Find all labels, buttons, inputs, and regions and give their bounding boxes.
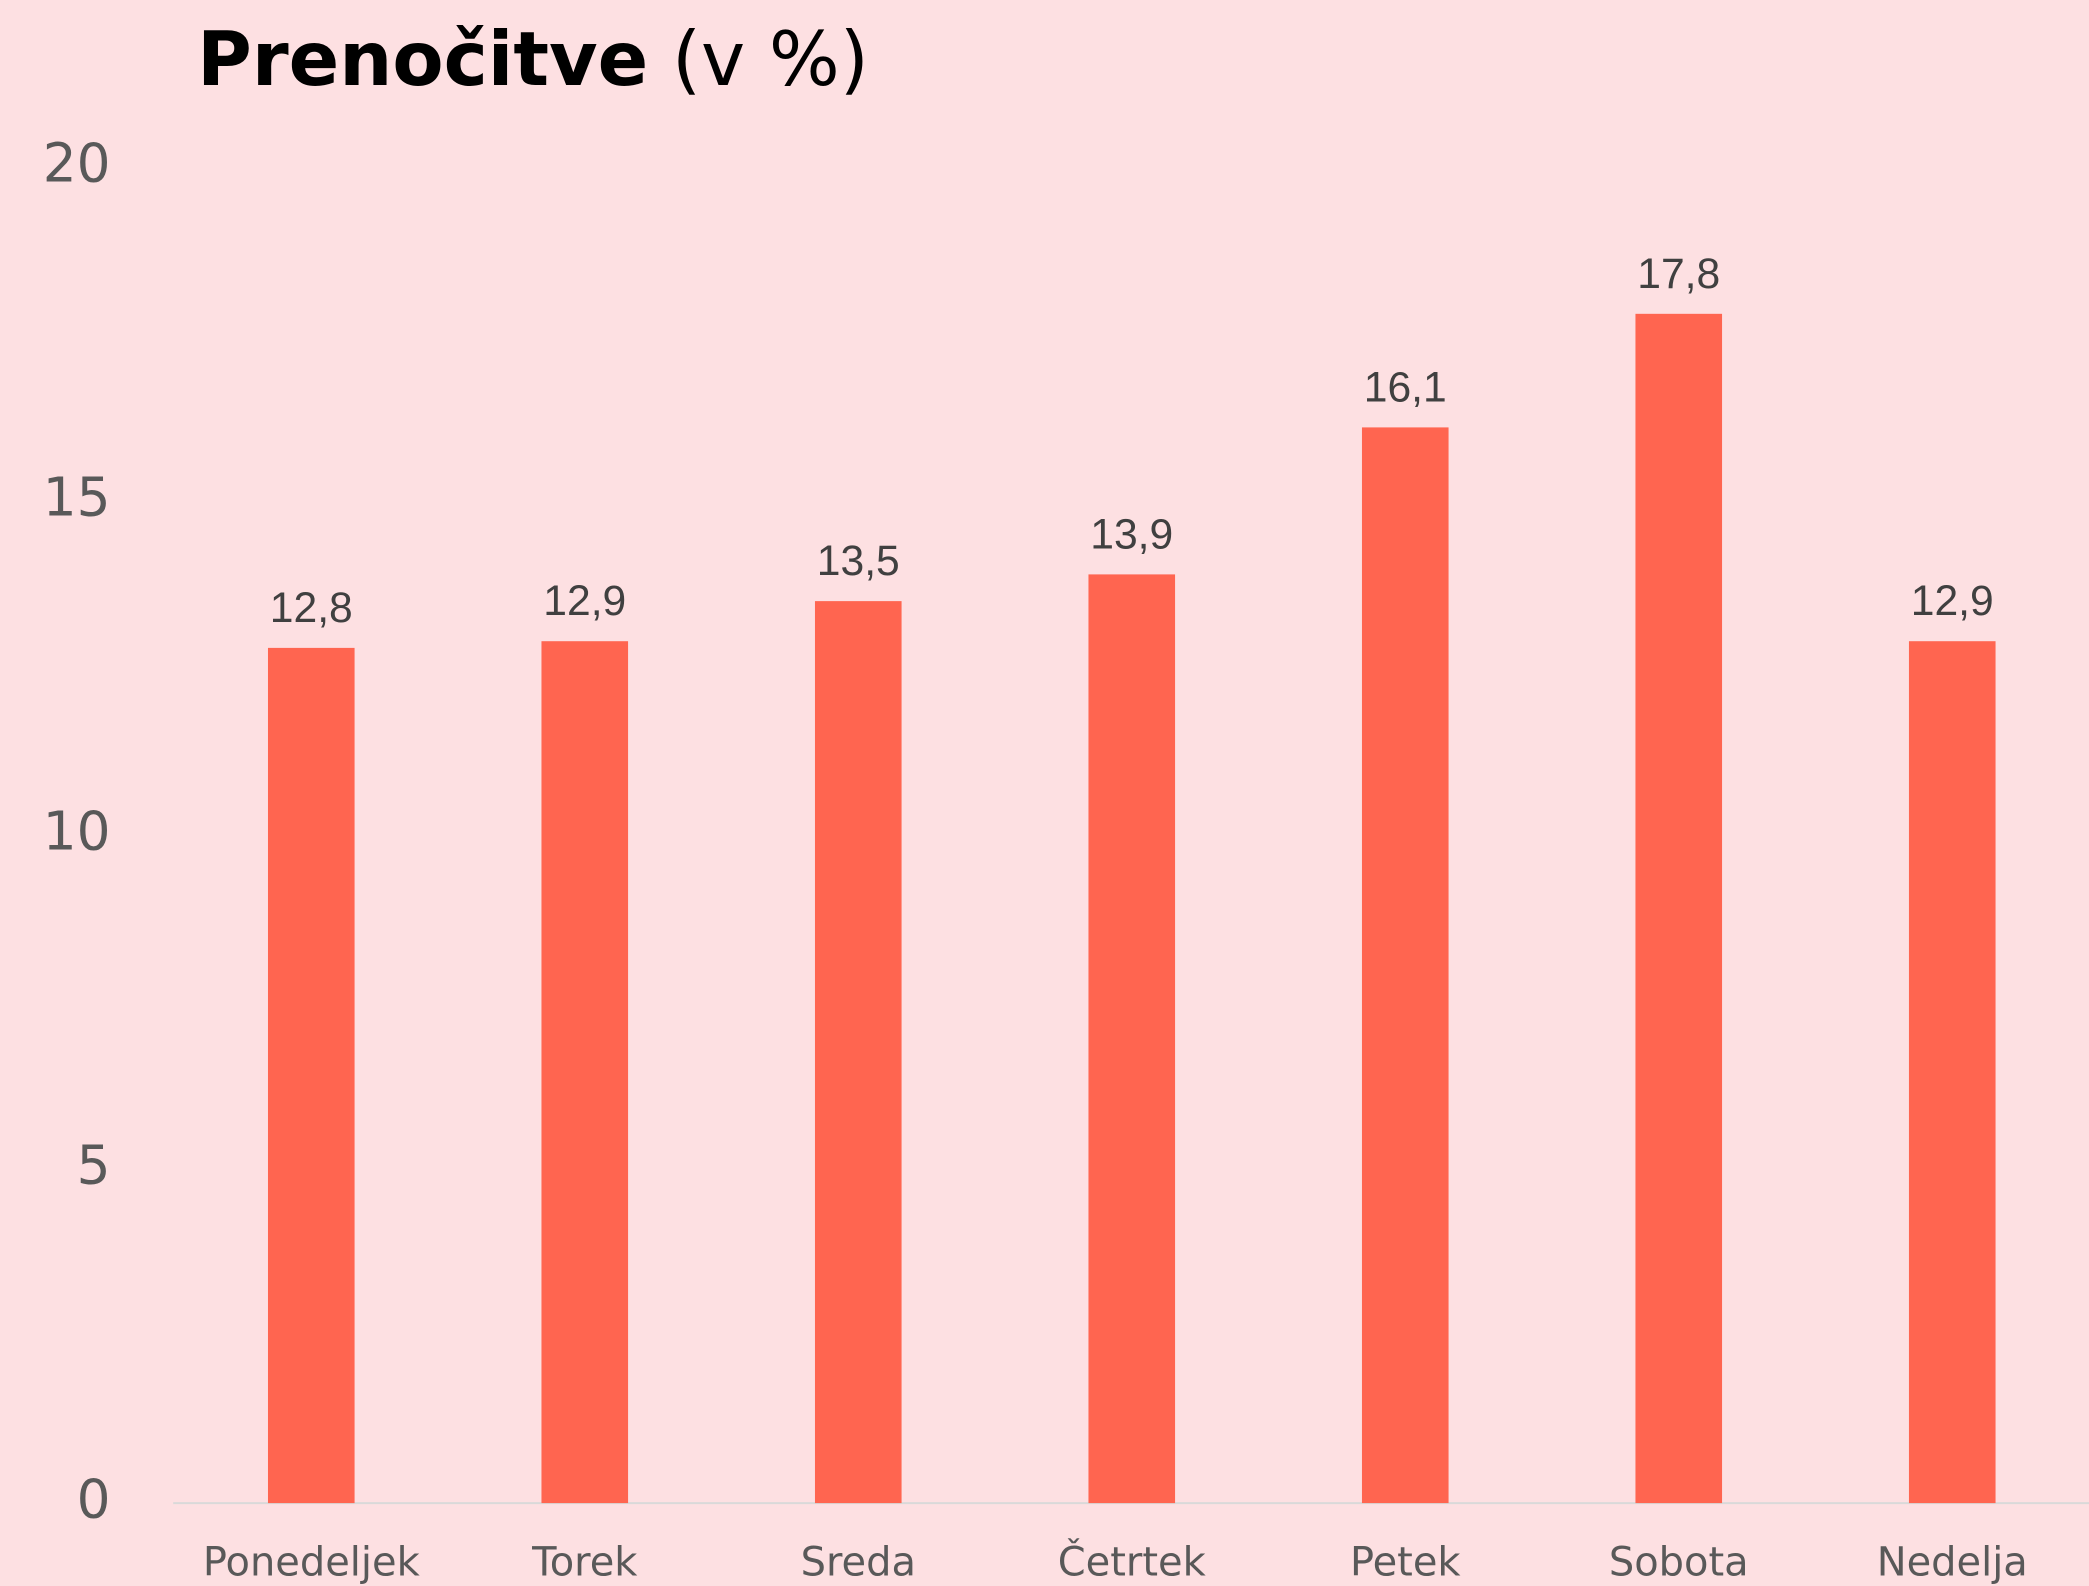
data-label: 16,1 — [1364, 363, 1447, 411]
chart-title: Prenočitve (v %) — [197, 16, 869, 103]
x-tick-label: Petek — [1350, 1539, 1461, 1585]
x-tick-label: Nedelja — [1877, 1539, 2028, 1585]
bar — [1635, 313, 1723, 1504]
title-main: Prenočitve — [197, 16, 648, 103]
x-tick-label: Ponedeljek — [203, 1539, 421, 1585]
bar — [541, 641, 629, 1504]
bar — [814, 601, 902, 1504]
x-tick-label: Sreda — [801, 1539, 916, 1585]
data-label: 17,8 — [1637, 250, 1720, 298]
y-tick-label: 20 — [43, 132, 111, 194]
bar — [1088, 574, 1176, 1504]
y-tick-label: 15 — [43, 467, 111, 529]
bar — [1361, 427, 1449, 1504]
data-label: 13,5 — [817, 537, 900, 585]
y-tick-label: 0 — [77, 1469, 111, 1531]
title-unit: (v %) — [672, 16, 869, 103]
x-tick-label: Sobota — [1609, 1539, 1749, 1585]
bar — [1908, 641, 1996, 1504]
data-label: 12,9 — [1911, 577, 1994, 625]
data-label: 13,9 — [1090, 510, 1173, 558]
data-label: 12,9 — [543, 577, 626, 625]
data-label: 12,8 — [270, 584, 353, 632]
bar — [267, 647, 355, 1504]
y-tick-label: 5 — [77, 1135, 111, 1197]
y-tick-label: 10 — [43, 801, 111, 863]
x-tick-label: Četrtek — [1058, 1537, 1207, 1585]
x-tick-label: Torek — [531, 1539, 638, 1585]
